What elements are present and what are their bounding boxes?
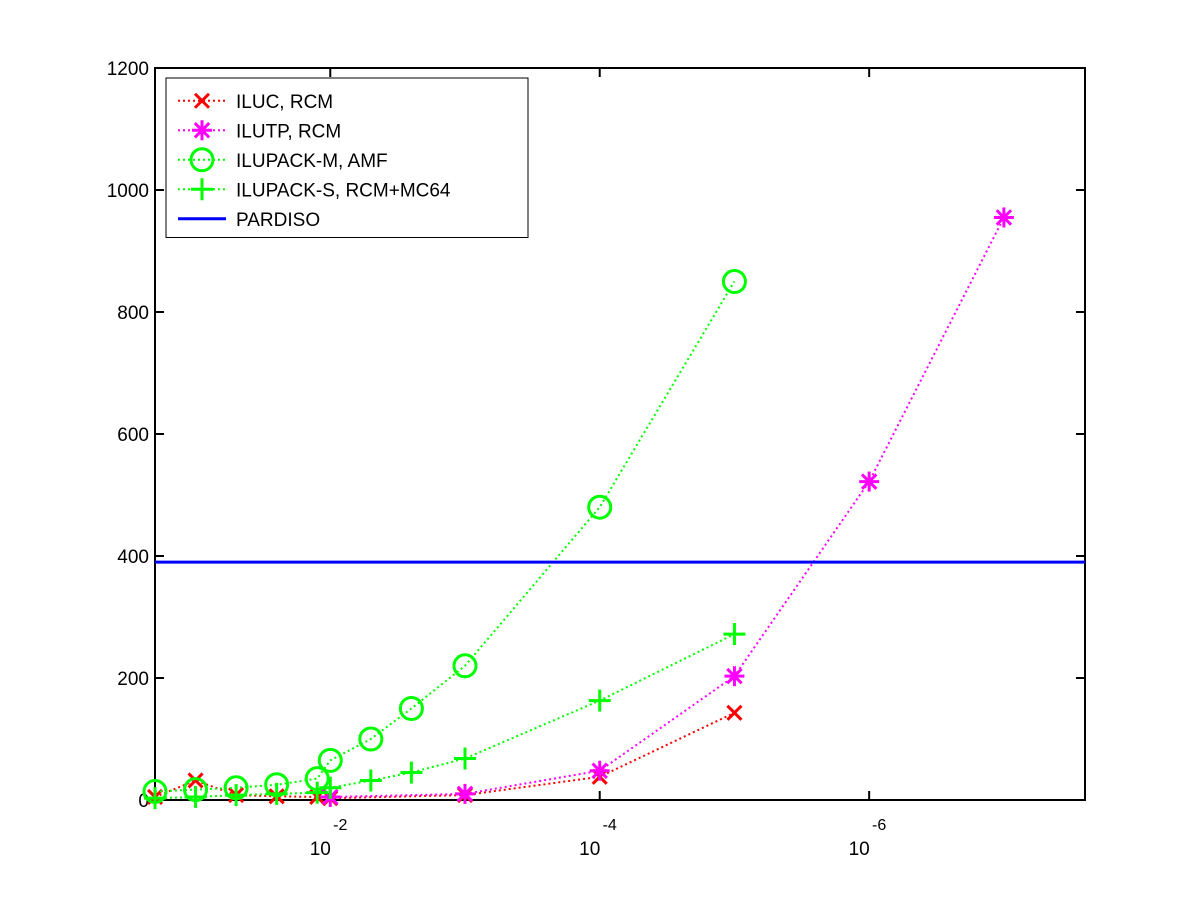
series-3-point-marker-circle <box>587 494 613 520</box>
series-4-point-marker-plus <box>306 781 329 804</box>
series-4-point-marker-plus <box>359 769 382 792</box>
series-4-point-marker-plus <box>184 785 207 808</box>
legend-label: ILUPACK-S, RCM+MC64 <box>236 180 451 201</box>
series-layer <box>142 207 1085 810</box>
x-tick-label-base: 10 <box>849 839 870 860</box>
legend-marker-plus <box>191 178 213 201</box>
y-tick-labels: 0 200 400 600 800 1000 1200 <box>107 59 149 812</box>
series-4-point-marker-plus <box>454 747 476 770</box>
series-4-point-marker-plus <box>319 776 342 799</box>
y-tick-label: 1200 <box>107 59 149 80</box>
series-1-line <box>154 711 735 800</box>
y-tick-label: 200 <box>117 669 149 690</box>
legend-entry: ILUPACK-M, AMF <box>178 147 388 173</box>
series-3-point-marker-circle <box>317 747 343 773</box>
x-tick-label-base: 10 <box>579 839 600 860</box>
legend: ILUC, RCM ILUTP, RCM ILUPACK-M, AMF ILUPACK… <box>165 77 529 238</box>
x-tick-label-exponent: -6 <box>872 817 886 834</box>
series-1-point-marker-x <box>187 772 204 789</box>
y-tick-label: 600 <box>117 425 149 446</box>
legend-box <box>165 77 529 238</box>
series-3-point-marker-circle <box>452 653 478 679</box>
legend-label: ILUPACK-M, AMF <box>236 151 388 172</box>
series-4-point-marker-plus <box>723 623 746 646</box>
x-tick-label-exponent: -2 <box>333 817 347 834</box>
series-3-point-marker-circle <box>358 726 384 752</box>
series-4-point-marker-plus <box>400 761 423 784</box>
legend-entry: PARDISO <box>178 210 320 231</box>
legend-marker-x <box>193 92 211 109</box>
series-4-point-marker-plus <box>588 689 611 712</box>
legend-entry: ILUPACK-S, RCM+MC64 <box>178 178 451 201</box>
series-3-point-marker-circle <box>398 696 424 721</box>
legend-label: ILUC, RCM <box>236 92 333 113</box>
legend-marker-star <box>192 120 212 141</box>
y-tick-label: 0 <box>138 791 149 812</box>
series-2-point-marker-star <box>589 760 610 781</box>
series-3-point-marker-circle <box>721 269 747 294</box>
series-2 <box>320 207 1014 807</box>
series-2-point-marker-star <box>724 666 745 687</box>
x-tick-label-exponent: -4 <box>603 817 617 834</box>
legend-label: PARDISO <box>236 210 320 231</box>
series-2-point-marker-star <box>455 783 475 804</box>
legend-marker-circle <box>189 147 215 173</box>
series-3-line <box>154 280 736 793</box>
x-tick-label-base: 10 <box>310 839 331 860</box>
legend-entry: ILUC, RCM <box>178 92 333 113</box>
series-4-point-marker-plus <box>144 787 166 810</box>
series-1-point-marker-x <box>726 704 743 721</box>
series-2-point-marker-star <box>859 471 880 492</box>
y-tick-label: 1000 <box>107 181 149 202</box>
series-2-point-marker-star <box>993 207 1014 228</box>
series-4-point-marker-plus <box>265 782 288 805</box>
series-4-point-marker-plus <box>225 784 248 807</box>
x-tick-labels: 10-210-410-6 <box>310 817 887 860</box>
legend-label: ILUTP, RCM <box>236 121 341 142</box>
legend-entry: ILUTP, RCM <box>178 120 341 142</box>
series-4 <box>144 623 746 810</box>
y-tick-label: 400 <box>117 547 149 568</box>
y-tick-label: 800 <box>117 303 149 324</box>
